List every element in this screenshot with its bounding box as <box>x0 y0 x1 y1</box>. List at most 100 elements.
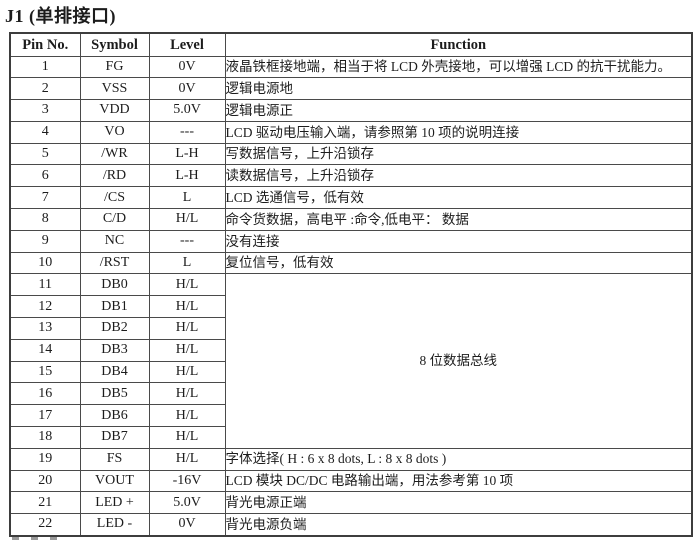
cell-symbol: /RST <box>79 251 150 275</box>
cell-function: 逻辑电源地 <box>224 77 693 101</box>
cell-function-merged: 8 位数据总线 <box>224 273 693 449</box>
cell-symbol: FG <box>79 55 150 79</box>
cell-symbol: DB4 <box>79 360 150 384</box>
cell-pin-no: 16 <box>9 382 81 406</box>
cell-level: 5.0V <box>148 491 226 515</box>
cell-level: 0V <box>148 77 226 101</box>
cell-function: 背光电源正端 <box>224 491 693 515</box>
cell-symbol: /CS <box>79 186 150 210</box>
cell-level: H/L <box>148 208 226 231</box>
table-row: 10/RST L 复位信号，低有效 <box>9 251 693 275</box>
cell-symbol: DB0 <box>79 273 150 297</box>
cell-level: H/L <box>148 426 226 449</box>
cell-pin-no: 7 <box>9 186 81 210</box>
cell-symbol: NC <box>79 229 150 253</box>
cell-pin-no: 18 <box>9 426 81 449</box>
cell-function: 背光电源负端 <box>224 513 693 537</box>
cell-level: H/L <box>148 404 226 428</box>
table-row: 16 DB5 H/L <box>9 382 692 406</box>
table-row: 3 VDD 5.0V 逻辑电源正 <box>9 99 693 122</box>
table-row: 1 FG 0V 液晶铁框接地端，相当于将 LCD 外壳接地，可以增强 LCD 的抗干扰… <box>9 55 693 79</box>
header-symbol: Symbol <box>79 32 150 57</box>
cell-function: 复位信号，低有效 <box>224 251 693 275</box>
cell-symbol: DB6 <box>79 404 150 428</box>
table-row: 2 VSS 0V 逻辑电源地 <box>9 77 693 101</box>
cell-pin-no: 2 <box>9 77 81 101</box>
cell-pin-no: 14 <box>9 338 81 362</box>
cell-pin-no: 12 <box>9 295 81 319</box>
header-level: Level <box>148 32 226 57</box>
cell-function: 命令货数据，高电平 :命令,低电平： 数据 <box>224 208 693 231</box>
cell-level: 0V <box>148 513 226 537</box>
header-row: Pin No. Symbol Level Function <box>9 32 693 57</box>
cell-symbol: DB1 <box>79 295 150 319</box>
cell-pin-no: 21 <box>9 491 81 515</box>
cell-symbol: /WR <box>79 142 150 166</box>
cell-level: --- <box>148 120 226 144</box>
table-row: 17 DB6 H/L <box>9 404 692 428</box>
table-row: 15 DB4 H/L <box>9 360 692 384</box>
cell-symbol: LED - <box>79 513 150 537</box>
cell-level: H/L <box>148 338 226 362</box>
cell-function: LCD 模块 DC/DC 电路输出端，用法参考第 10 项 <box>224 469 693 493</box>
table-row: 19 FS H/L 字体选择( H : 6 x 8 dots, L : 8 x 8 d… <box>9 447 693 471</box>
cell-symbol: VOUT <box>79 469 150 493</box>
cell-level: 0V <box>148 55 226 79</box>
table-row: 22 LED -0V 背光电源负端 <box>9 513 693 537</box>
cell-symbol: VSS <box>79 77 150 101</box>
table-row: 20 VOUT -16V LCD 模块 DC/DC 电路输出端，用法参考第 10 项 <box>9 469 693 493</box>
cell-symbol: FS <box>79 447 150 471</box>
page-title: J1 (单排接口) <box>5 6 116 26</box>
cell-level: H/L <box>148 317 226 340</box>
cell-symbol: /RD <box>79 164 150 188</box>
cell-pin-no: 3 <box>9 99 81 122</box>
cell-function: 逻辑电源正 <box>224 99 693 122</box>
cell-pin-no: 5 <box>9 142 81 166</box>
header-function: Function <box>224 32 693 57</box>
table-header: Pin No. Symbol Level Function <box>9 32 693 57</box>
cut-off-text-fragment <box>12 537 92 541</box>
cell-function: 读数据信号，上升沿锁存 <box>224 164 693 188</box>
pin-definition-table: Pin No. Symbol Level Function 1 FG 0V 液晶铁框接… <box>9 32 693 537</box>
cell-pin-no: 20 <box>9 469 81 493</box>
cell-function: LCD 选通信号，低有效 <box>224 186 693 210</box>
cell-symbol: C/D <box>79 208 150 231</box>
table-body: 1 FG 0V 液晶铁框接地端，相当于将 LCD 外壳接地，可以增强 LCD 的抗干扰… <box>9 55 693 537</box>
cell-pin-no: 10 <box>9 251 81 275</box>
cell-symbol: LED + <box>79 491 150 515</box>
cell-level: -16V <box>148 469 226 493</box>
cell-level: L-H <box>148 164 226 188</box>
table-row: 8 C/D H/L 命令货数据，高电平 :命令,低电平： 数据 <box>9 208 693 231</box>
cell-pin-no: 1 <box>9 55 81 79</box>
cell-symbol: VO <box>79 120 150 144</box>
table-row: 9 NC --- 没有连接 <box>9 229 693 253</box>
table-row: 4 VO --- LCD 驱动电压输入端，请参照第 10 项的说明连接 <box>9 120 693 144</box>
cell-symbol: DB5 <box>79 382 150 406</box>
cell-level: L <box>148 186 226 210</box>
cell-pin-no: 6 <box>9 164 81 188</box>
cell-level: 5.0V <box>148 99 226 122</box>
cell-pin-no: 22 <box>9 513 81 537</box>
cell-function: 液晶铁框接地端，相当于将 LCD 外壳接地，可以增强 LCD 的抗干扰能力。 <box>224 55 693 79</box>
cell-symbol: DB3 <box>79 338 150 362</box>
table-row: 11 DB0 H/L 8 位数据总线 <box>9 273 693 449</box>
cell-level: H/L <box>148 382 226 406</box>
cell-symbol: DB7 <box>79 426 150 449</box>
cell-function: LCD 驱动电压输入端，请参照第 10 项的说明连接 <box>224 120 693 144</box>
cell-function: 字体选择( H : 6 x 8 dots, L : 8 x 8 dots ) <box>224 447 693 471</box>
cell-pin-no: 15 <box>9 360 81 384</box>
cell-pin-no: 17 <box>9 404 81 428</box>
cell-pin-no: 11 <box>9 273 81 297</box>
cell-level: H/L <box>148 360 226 384</box>
cell-pin-no: 4 <box>9 120 81 144</box>
table-row: 7/CS L LCD 选通信号，低有效 <box>9 186 693 210</box>
cell-pin-no: 19 <box>9 447 81 471</box>
table-row: 18 DB7 H/L <box>9 426 692 449</box>
cell-level: H/L <box>148 447 226 471</box>
cell-pin-no: 8 <box>9 208 81 231</box>
cell-function: 没有连接 <box>224 229 693 253</box>
header-pin-no: Pin No. <box>9 32 81 57</box>
cell-level: H/L <box>148 295 226 319</box>
cell-level: H/L <box>148 273 226 297</box>
table-row: 13 DB2 H/L <box>9 317 692 340</box>
